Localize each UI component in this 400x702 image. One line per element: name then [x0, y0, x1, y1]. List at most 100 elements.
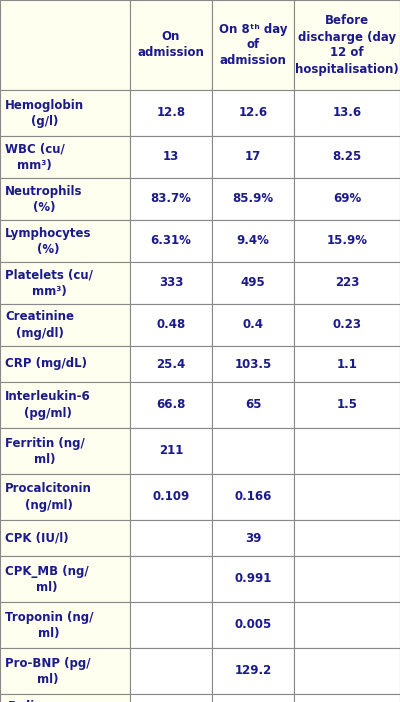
Bar [212, 262, 294, 304]
Bar [294, 136, 400, 178]
Text: 66.8: 66.8 [156, 399, 186, 411]
Text: 0.48: 0.48 [156, 319, 186, 331]
Bar [212, 0, 294, 90]
Bar [212, 556, 294, 602]
Bar [0, 428, 130, 474]
Text: Creatinine
(mg/dl): Creatinine (mg/dl) [5, 310, 74, 340]
Text: D-dimer
(mcg/ml): D-dimer (mcg/ml) [5, 701, 64, 702]
Bar [294, 474, 400, 520]
Bar [212, 474, 294, 520]
Bar [0, 262, 130, 304]
Bar [0, 178, 130, 220]
Bar [294, 90, 400, 136]
Text: CPK (IU/l): CPK (IU/l) [5, 531, 69, 545]
Text: Interleukin-6
(pg/ml): Interleukin-6 (pg/ml) [5, 390, 91, 420]
Text: 39: 39 [245, 531, 261, 545]
Bar [0, 0, 130, 90]
Bar [0, 136, 130, 178]
Text: Platelets (cu/
mm³): Platelets (cu/ mm³) [5, 268, 93, 298]
Bar [130, 648, 212, 694]
Bar [212, 220, 294, 262]
Text: Pro-BNP (pg/
ml): Pro-BNP (pg/ ml) [5, 656, 90, 685]
Bar [130, 220, 212, 262]
Bar [130, 520, 212, 556]
Bar [0, 474, 130, 520]
Bar [212, 382, 294, 428]
Bar [294, 520, 400, 556]
Text: 103.5: 103.5 [234, 357, 272, 371]
Bar [130, 556, 212, 602]
Bar [294, 262, 400, 304]
Text: 65: 65 [245, 399, 261, 411]
Bar [212, 520, 294, 556]
Text: 15.9%: 15.9% [326, 234, 368, 248]
Bar [130, 90, 212, 136]
Text: 17: 17 [245, 150, 261, 164]
Bar [294, 346, 400, 382]
Bar [212, 602, 294, 648]
Text: 0.166: 0.166 [234, 491, 272, 503]
Text: Procalcitonin
(ng/ml): Procalcitonin (ng/ml) [5, 482, 92, 512]
Bar [130, 474, 212, 520]
Bar [0, 694, 130, 702]
Bar [130, 0, 212, 90]
Bar [130, 262, 212, 304]
Text: 69%: 69% [333, 192, 361, 206]
Bar [212, 90, 294, 136]
Bar [212, 428, 294, 474]
Bar [0, 382, 130, 428]
Text: 223: 223 [335, 277, 359, 289]
Text: 0.4: 0.4 [242, 319, 264, 331]
Bar [130, 178, 212, 220]
Bar [294, 304, 400, 346]
Text: 83.7%: 83.7% [150, 192, 192, 206]
Bar [294, 694, 400, 702]
Text: 12.8: 12.8 [156, 107, 186, 119]
Text: Before
discharge (day
12 of
hospitalisation): Before discharge (day 12 of hospitalisat… [295, 15, 399, 76]
Bar [0, 90, 130, 136]
Bar [130, 346, 212, 382]
Text: On
admission: On admission [138, 30, 204, 60]
Bar [212, 694, 294, 702]
Bar [130, 602, 212, 648]
Text: 12.6: 12.6 [238, 107, 268, 119]
Text: WBC (cu/
mm³): WBC (cu/ mm³) [5, 143, 65, 171]
Bar [0, 648, 130, 694]
Bar [0, 556, 130, 602]
Bar [294, 648, 400, 694]
Bar [0, 346, 130, 382]
Text: 0.109: 0.109 [152, 491, 190, 503]
Bar [212, 304, 294, 346]
Bar [294, 0, 400, 90]
Text: Ferritin (ng/
ml): Ferritin (ng/ ml) [5, 437, 85, 465]
Bar [0, 520, 130, 556]
Text: 13: 13 [163, 150, 179, 164]
Bar [212, 178, 294, 220]
Bar [130, 304, 212, 346]
Bar [212, 136, 294, 178]
Bar [0, 304, 130, 346]
Text: Neutrophils
(%): Neutrophils (%) [5, 185, 82, 213]
Bar [130, 136, 212, 178]
Bar [130, 428, 212, 474]
Text: 0.005: 0.005 [234, 618, 272, 632]
Bar [294, 382, 400, 428]
Text: 8.25: 8.25 [332, 150, 362, 164]
Text: 129.2: 129.2 [234, 665, 272, 677]
Bar [130, 694, 212, 702]
Text: Troponin (ng/
ml): Troponin (ng/ ml) [5, 611, 93, 640]
Bar [130, 382, 212, 428]
Bar [294, 220, 400, 262]
Text: 333: 333 [159, 277, 183, 289]
Bar [0, 220, 130, 262]
Text: 9.4%: 9.4% [236, 234, 270, 248]
Text: CPK_MB (ng/
ml): CPK_MB (ng/ ml) [5, 564, 89, 593]
Text: 0.991: 0.991 [234, 573, 272, 585]
Text: 13.6: 13.6 [332, 107, 362, 119]
Text: CRP (mg/dL): CRP (mg/dL) [5, 357, 87, 371]
Text: 25.4: 25.4 [156, 357, 186, 371]
Bar [294, 178, 400, 220]
Bar [0, 602, 130, 648]
Text: Hemoglobin
(g/l): Hemoglobin (g/l) [5, 98, 84, 128]
Text: 85.9%: 85.9% [232, 192, 274, 206]
